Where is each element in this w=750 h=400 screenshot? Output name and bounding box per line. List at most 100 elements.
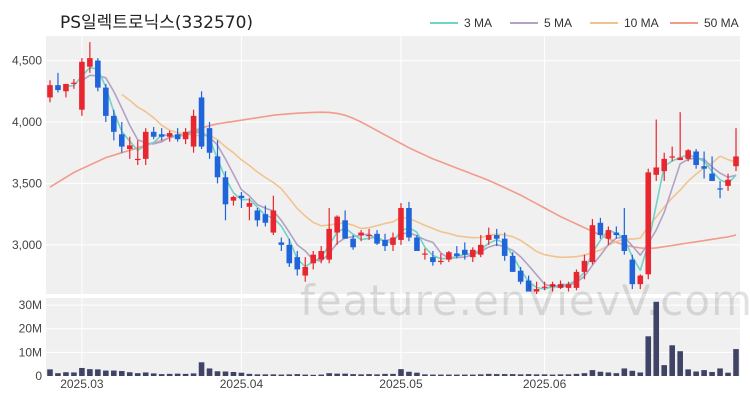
volume-bar — [79, 367, 85, 376]
volume-bar — [669, 345, 675, 376]
candle — [270, 195, 277, 236]
candle — [310, 251, 317, 270]
candle-body — [158, 134, 165, 137]
candle-body — [414, 237, 420, 251]
candle — [406, 201, 412, 242]
candle — [709, 156, 715, 181]
candle-body — [374, 233, 380, 244]
candle-body — [477, 244, 484, 255]
volume-bar — [95, 369, 101, 376]
volume-bar — [637, 372, 644, 376]
candle — [565, 281, 572, 292]
volume-bar — [549, 374, 556, 376]
volume-bar — [629, 370, 636, 376]
price-panel-background — [46, 36, 740, 294]
candle-body — [302, 266, 309, 276]
candle-body — [454, 253, 460, 256]
volume-bar — [701, 370, 707, 376]
legend-label-10ma: 10 MA — [624, 16, 659, 30]
volume-bars — [47, 301, 739, 376]
candle — [71, 79, 77, 89]
candle — [366, 228, 372, 240]
volume-bar — [142, 372, 149, 376]
candle — [430, 251, 436, 266]
x-tick-label: 2025.06 — [523, 377, 567, 391]
candle — [414, 235, 420, 251]
legend-swatch-5ma — [510, 22, 538, 24]
candle-body — [469, 249, 476, 258]
candle — [549, 281, 556, 292]
legend-item-3ma[interactable]: 3 MA — [430, 14, 492, 32]
volume-bar — [63, 372, 69, 376]
candle-body — [111, 115, 117, 132]
candle — [485, 227, 492, 245]
candle — [701, 151, 707, 179]
candle-body — [677, 157, 683, 161]
candle — [278, 237, 285, 251]
candle — [717, 180, 723, 199]
volume-bar — [581, 373, 588, 376]
candle-body — [573, 271, 580, 288]
volume-bar — [725, 372, 731, 376]
volume-bar — [462, 374, 468, 376]
candle-body — [174, 134, 181, 140]
volume-bar — [103, 370, 109, 376]
legend-item-10ma[interactable]: 10 MA — [590, 14, 659, 32]
candle-body — [286, 244, 293, 264]
volume-bar — [645, 336, 652, 376]
candle-body — [214, 156, 221, 178]
candle-body — [493, 235, 500, 239]
volume-bar — [294, 374, 301, 376]
candle — [509, 252, 516, 272]
candle — [645, 168, 652, 280]
candle — [517, 266, 524, 285]
legend-item-50ma[interactable]: 50 MA — [670, 14, 739, 32]
candle — [214, 140, 221, 184]
candle — [613, 226, 620, 239]
candle — [55, 72, 61, 93]
volume-bar — [501, 374, 508, 376]
candle-body — [446, 252, 452, 260]
volume-bar — [454, 374, 460, 376]
candle — [725, 173, 731, 191]
candle-body — [629, 259, 636, 285]
candle-body — [118, 134, 125, 147]
volume-bar — [469, 374, 476, 376]
candle-body — [725, 179, 731, 186]
candle-body — [294, 257, 301, 270]
legend-label-50ma: 50 MA — [704, 16, 739, 30]
candle-body — [150, 131, 157, 137]
candle-body — [262, 214, 269, 223]
volume-bar — [278, 374, 285, 376]
candle-body — [270, 210, 277, 233]
candle — [477, 235, 484, 258]
candle — [733, 128, 739, 172]
volume-bar — [653, 301, 660, 376]
legend-item-5ma[interactable]: 5 MA — [510, 14, 572, 32]
volume-bar — [254, 374, 261, 376]
candle — [134, 140, 141, 165]
candle — [398, 203, 404, 245]
candle — [79, 58, 85, 116]
candle — [126, 136, 133, 159]
volume-bar — [485, 373, 492, 376]
candle-body — [206, 128, 213, 153]
candle — [621, 208, 628, 255]
volume-bar — [262, 374, 269, 376]
price-tick-label: 3,000 — [12, 238, 42, 252]
candle-body — [613, 232, 620, 236]
volume-bar — [198, 362, 205, 376]
candle — [246, 198, 253, 221]
volume-bar — [126, 372, 133, 376]
legend-label-3ma: 3 MA — [464, 16, 493, 30]
candle — [206, 122, 213, 159]
candle-body — [55, 85, 61, 91]
candle — [47, 80, 53, 103]
candle-body — [509, 255, 516, 272]
watermark: feature.enVievV.com — [300, 276, 750, 325]
candle — [669, 146, 675, 162]
candle-body — [87, 58, 93, 67]
volume-bar — [382, 373, 388, 376]
volume-bar — [374, 374, 380, 376]
candle — [501, 232, 508, 261]
